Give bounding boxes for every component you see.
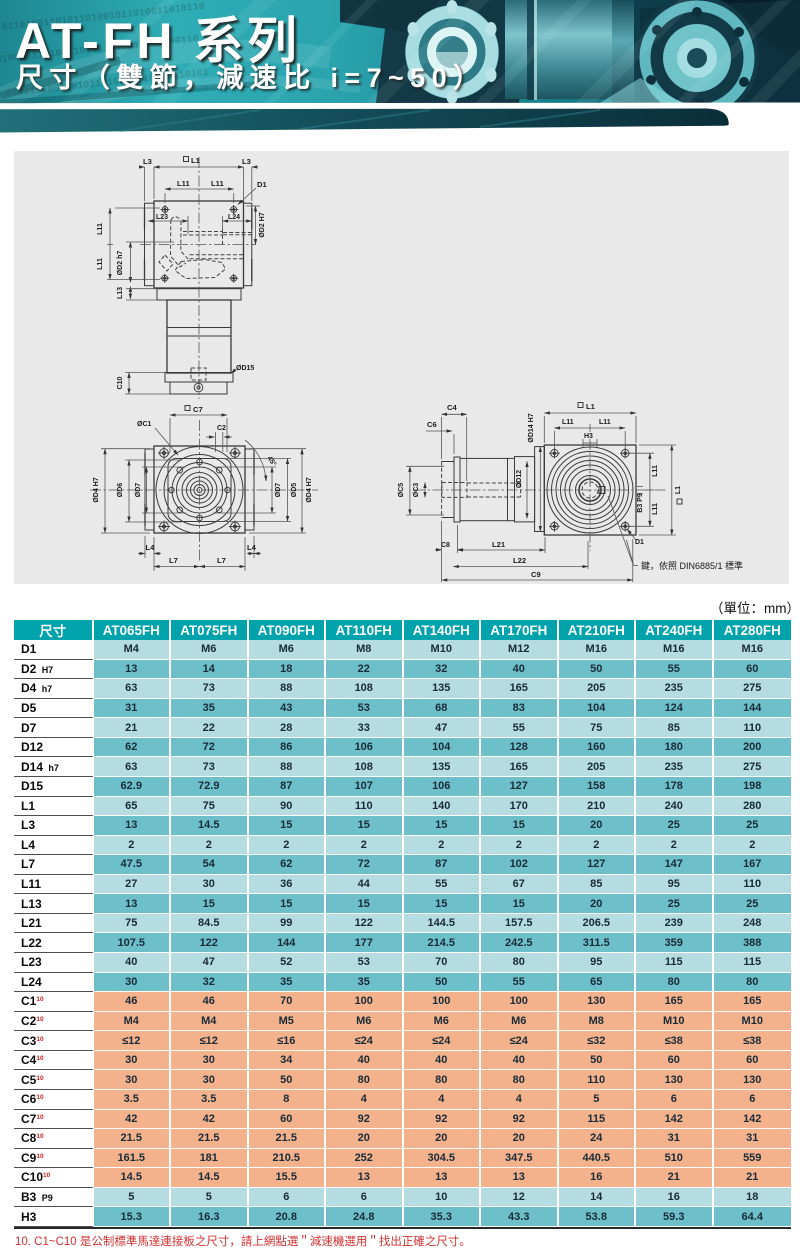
svg-text:C4: C4 bbox=[447, 403, 457, 412]
svg-text:L1: L1 bbox=[675, 486, 682, 494]
svg-text:L1: L1 bbox=[586, 402, 596, 411]
svg-text:L7: L7 bbox=[217, 556, 226, 565]
svg-text:C8: C8 bbox=[441, 542, 450, 549]
svg-text:ØD5: ØD5 bbox=[291, 483, 298, 498]
svg-text:C2: C2 bbox=[217, 425, 226, 432]
svg-text:C9: C9 bbox=[531, 570, 541, 579]
svg-text:B3 P9: B3 P9 bbox=[637, 493, 644, 513]
svg-text:ØD6: ØD6 bbox=[117, 483, 124, 498]
svg-text:L24: L24 bbox=[228, 214, 240, 221]
svg-text:L11: L11 bbox=[97, 258, 104, 270]
svg-text:L3: L3 bbox=[242, 157, 251, 166]
svg-text:C10: C10 bbox=[117, 376, 124, 389]
svg-text:ØD14 H7: ØD14 H7 bbox=[528, 413, 535, 442]
svg-text:L4: L4 bbox=[146, 543, 156, 552]
svg-text:ØD7: ØD7 bbox=[275, 483, 282, 498]
svg-text:L7: L7 bbox=[169, 556, 178, 565]
svg-text:ØC5: ØC5 bbox=[398, 483, 405, 498]
svg-text:L11: L11 bbox=[652, 465, 659, 477]
svg-text:L21: L21 bbox=[492, 540, 506, 549]
svg-text:C6: C6 bbox=[427, 420, 437, 429]
svg-text:L11: L11 bbox=[177, 179, 190, 188]
svg-text:L4: L4 bbox=[247, 543, 257, 552]
svg-text:L11: L11 bbox=[652, 503, 659, 515]
svg-text:L11: L11 bbox=[211, 179, 224, 188]
svg-text:L11: L11 bbox=[599, 419, 611, 426]
svg-text:D1: D1 bbox=[635, 539, 644, 546]
svg-text:ØD7: ØD7 bbox=[135, 483, 142, 498]
svg-text:ØD2 H7: ØD2 H7 bbox=[259, 212, 266, 237]
svg-text:L13: L13 bbox=[117, 287, 124, 299]
svg-text:ØD12: ØD12 bbox=[516, 470, 523, 488]
svg-text:ØD2 h7: ØD2 h7 bbox=[117, 251, 124, 276]
svg-text:L3: L3 bbox=[143, 157, 152, 166]
svg-text:L11: L11 bbox=[97, 223, 104, 235]
svg-text:45°: 45° bbox=[265, 455, 278, 468]
svg-text:L22: L22 bbox=[513, 556, 526, 565]
svg-text:H3: H3 bbox=[584, 433, 593, 440]
svg-text:ØD15: ØD15 bbox=[236, 365, 254, 372]
svg-text:ØC1: ØC1 bbox=[137, 421, 152, 428]
svg-text:ØD4 H7: ØD4 H7 bbox=[306, 477, 313, 502]
svg-text:L1: L1 bbox=[191, 156, 201, 165]
svg-text:鍵，依照 DIN6885/1 標準: 鍵，依照 DIN6885/1 標準 bbox=[641, 560, 743, 571]
svg-text:D1: D1 bbox=[257, 180, 267, 189]
svg-text:ØC3: ØC3 bbox=[413, 483, 420, 498]
svg-text:ØD4 H7: ØD4 H7 bbox=[93, 477, 100, 502]
svg-text:L11: L11 bbox=[562, 419, 574, 426]
svg-text:C7: C7 bbox=[193, 405, 203, 414]
svg-text:L23: L23 bbox=[156, 214, 168, 221]
